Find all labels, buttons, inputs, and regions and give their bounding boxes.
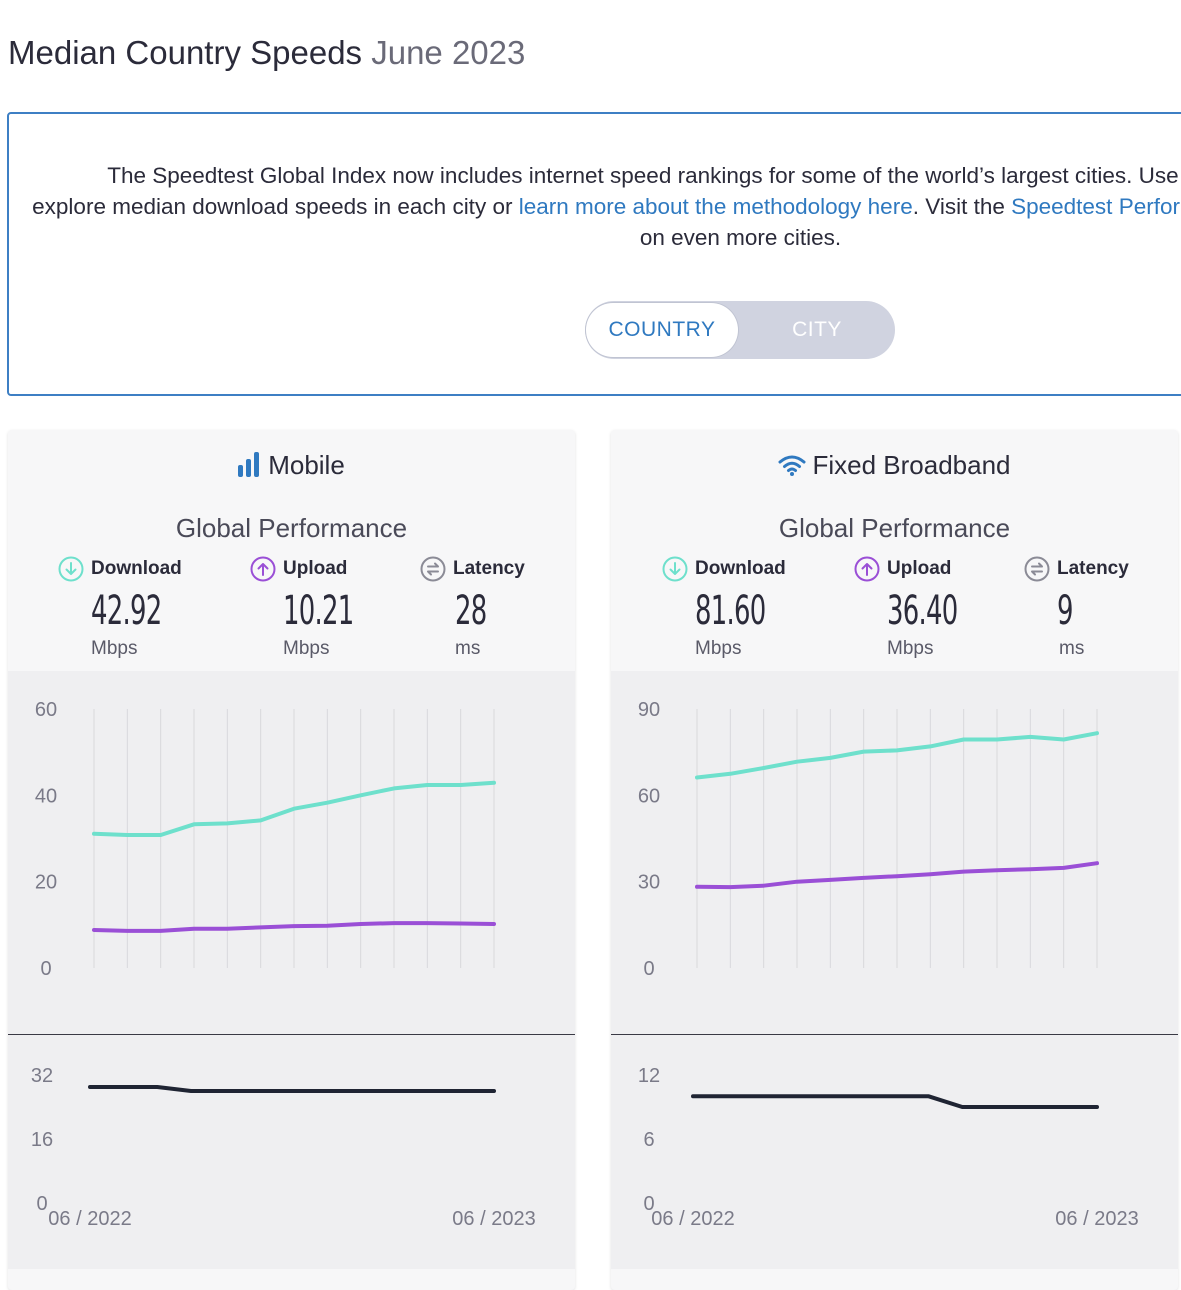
- upload-icon: [854, 556, 880, 582]
- fixed-latency-label-text: Latency: [1057, 558, 1129, 579]
- x-tick-label: 06 / 2022: [48, 1208, 131, 1230]
- fixed-download-label: Download: [662, 556, 786, 582]
- mobile-latency-value: 28: [455, 588, 487, 634]
- mobile-download-label: Download: [58, 556, 182, 582]
- mobile-latency-label: Latency: [420, 556, 525, 582]
- fixed-card-title: Fixed Broadband: [611, 450, 1178, 484]
- mobile-download-unit: Mbps: [91, 638, 138, 659]
- series-line-latency: [88, 1085, 496, 1093]
- y-tick-label: 60: [35, 699, 57, 721]
- fixed-title-text: Fixed Broadband: [812, 450, 1011, 480]
- y-tick-label: 40: [35, 785, 57, 807]
- y-tick-label: 16: [31, 1129, 53, 1151]
- y-tick-label: 30: [638, 872, 660, 894]
- fixed-latency-unit: ms: [1059, 638, 1085, 659]
- mobile-latency-label-text: Latency: [453, 558, 525, 579]
- fixed-subtitle: Global Performance: [778, 513, 1011, 543]
- page-title: Median Country Speeds June 2023: [8, 34, 525, 72]
- y-tick-label: 12: [638, 1065, 660, 1087]
- mobile-download-label-text: Download: [91, 558, 182, 579]
- fixed-latency-label: Latency: [1024, 556, 1129, 582]
- latency-icon: [420, 556, 446, 582]
- mobile-latency-chart: 0 16 32 06 / 2022 06 / 2023: [31, 1065, 536, 1230]
- series-line-latency: [691, 1094, 1099, 1109]
- series-line-download: [92, 780, 496, 837]
- mobile-subtitle: Global Performance: [175, 513, 408, 543]
- y-tick-label: 90: [638, 699, 660, 721]
- fixed-download-unit: Mbps: [695, 638, 742, 659]
- country-city-toggle[interactable]: COUNTRY CITY: [585, 301, 895, 359]
- fixed-upload-value: 36.40: [887, 588, 958, 634]
- mobile-card-title: Mobile: [8, 450, 575, 484]
- series-line-download: [695, 731, 1099, 780]
- chart-divider: [8, 1034, 575, 1035]
- fixed-download-label-text: Download: [695, 558, 786, 579]
- signal-bars-icon: [238, 451, 262, 484]
- y-tick-label: 20: [35, 872, 57, 894]
- mobile-chart-area: 0 20 40 60 0 16 32 06 / 2022 06 / 2023: [8, 671, 575, 1290]
- mobile-speed-chart: 0 20 40 60: [35, 699, 496, 980]
- fixed-download-value: 81.60: [695, 588, 766, 634]
- y-tick-label: 0: [643, 1193, 654, 1215]
- y-tick-label: 60: [638, 785, 660, 807]
- info-text-line-1: The Speedtest Global Index now includes …: [107, 163, 1181, 188]
- fixed-speed-chart: 0 30 60 90: [638, 699, 1099, 980]
- series-line-upload: [695, 861, 1099, 890]
- latency-icon: [1024, 556, 1050, 582]
- mobile-upload-label: Upload: [250, 556, 348, 582]
- mobile-upload-unit: Mbps: [283, 638, 330, 659]
- x-tick-label: 06 / 2023: [452, 1208, 535, 1230]
- fixed-upload-unit: Mbps: [887, 638, 934, 659]
- info-box: The Speedtest Global Index now includes …: [7, 112, 1181, 396]
- x-tick-label: 06 / 2022: [651, 1208, 734, 1230]
- wifi-icon: [778, 453, 806, 484]
- mobile-upload-value: 10.21: [283, 588, 354, 634]
- download-icon: [58, 556, 84, 582]
- mobile-card: Mobile Global Performance Download 42.92…: [8, 430, 575, 1290]
- toggle-city[interactable]: CITY: [792, 318, 842, 341]
- mobile-upload-label-text: Upload: [283, 558, 348, 579]
- info-text-end: ™ for data on even more cities.: [639, 225, 842, 250]
- fixed-card: Fixed Broadband Global Performance Downl…: [611, 430, 1178, 1290]
- page-title-date: June 2023: [371, 34, 526, 71]
- series-line-upload: [92, 921, 496, 933]
- fixed-upload-label: Upload: [854, 556, 952, 582]
- info-text: The Speedtest Global Index now includes …: [29, 160, 1181, 253]
- mobile-download-value: 42.92: [91, 588, 162, 634]
- methodology-link[interactable]: learn more about the methodology here: [518, 194, 913, 219]
- x-tick-label: 06 / 2023: [1055, 1208, 1138, 1230]
- page-title-text: Median Country Speeds: [8, 34, 363, 71]
- download-icon: [662, 556, 688, 582]
- fixed-latency-chart: 0 6 12 06 / 2022 06 / 2023: [638, 1065, 1139, 1230]
- toggle-country[interactable]: COUNTRY: [586, 303, 738, 357]
- chart-divider: [611, 1034, 1178, 1035]
- y-tick-label: 0: [643, 958, 654, 980]
- info-text-line-2: explore median download speeds in each c…: [32, 194, 519, 219]
- y-tick-label: 0: [36, 1193, 47, 1215]
- y-tick-label: 0: [40, 958, 51, 980]
- upload-icon: [250, 556, 276, 582]
- y-tick-label: 6: [643, 1129, 654, 1151]
- fixed-chart-area: 0 30 60 90 0 6 12 06 / 2022 06 / 2023: [611, 671, 1178, 1290]
- fixed-latency-value: 9: [1057, 588, 1073, 634]
- mobile-title-text: Mobile: [268, 450, 345, 480]
- y-tick-label: 32: [31, 1065, 53, 1087]
- directory-link[interactable]: Speedtest Performance Directory: [1011, 194, 1181, 219]
- mobile-latency-unit: ms: [455, 638, 481, 659]
- fixed-upload-label-text: Upload: [887, 558, 952, 579]
- info-text-visit: . Visit the: [912, 194, 1012, 219]
